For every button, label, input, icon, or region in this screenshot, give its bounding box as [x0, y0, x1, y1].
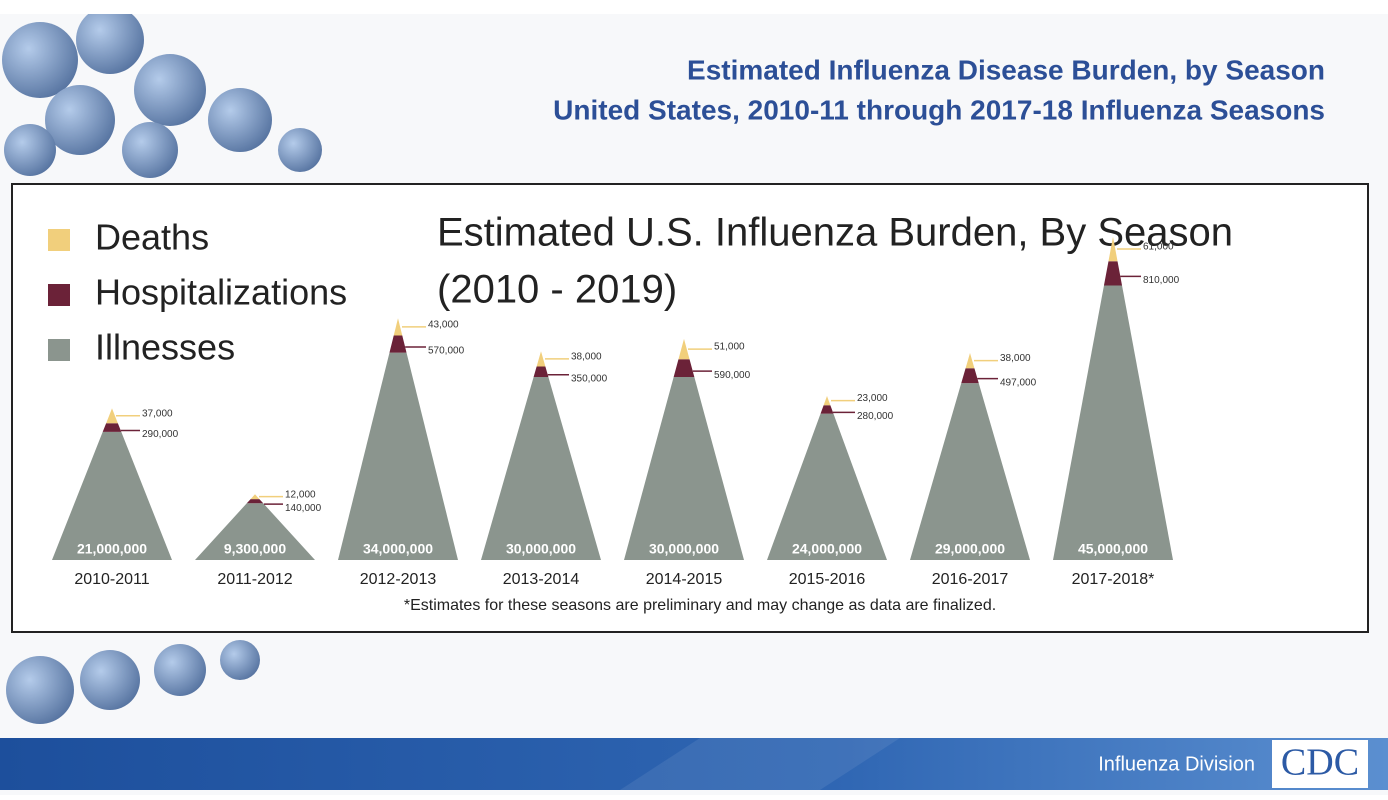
death-label: 61,000 [1143, 242, 1174, 253]
legend-swatch [48, 229, 70, 251]
illness-label: 30,000,000 [506, 541, 576, 557]
hospitalization-segment [673, 359, 695, 377]
chart-title: Estimated U.S. Influenza Burden, By Seas… [437, 211, 1233, 255]
illness-label: 9,300,000 [224, 541, 286, 557]
chart-title: (2010 - 2019) [437, 268, 677, 312]
illness-segment [1053, 285, 1173, 560]
slide-title: Estimated Influenza Disease Burden, by S… [687, 54, 1325, 85]
hospitalization-label: 497,000 [1000, 377, 1037, 388]
hospitalization-segment [533, 366, 549, 377]
death-label: 37,000 [142, 408, 173, 419]
death-segment [106, 408, 118, 424]
molecule-decoration [2, 6, 322, 724]
footnote: *Estimates for these seasons are prelimi… [404, 597, 996, 614]
death-segment [678, 338, 690, 360]
illness-label: 34,000,000 [363, 541, 433, 557]
hospitalization-label: 590,000 [714, 370, 751, 381]
hospitalization-segment [246, 499, 264, 504]
hospitalization-segment [102, 423, 122, 432]
division-name: Influenza Division [1098, 753, 1255, 775]
top-edge [0, 0, 1388, 14]
death-label: 51,000 [714, 342, 745, 353]
category-label: 2010-2011 [74, 571, 149, 588]
death-segment [536, 351, 546, 367]
death-segment [1108, 236, 1118, 262]
death-label: 43,000 [428, 320, 459, 331]
illness-segment [338, 352, 458, 560]
hospitalization-segment [961, 368, 979, 384]
footer-band [0, 738, 1388, 790]
legend-label: Deaths [95, 217, 209, 258]
hospitalization-label: 570,000 [428, 346, 465, 357]
legend-label: Illnesses [95, 327, 235, 368]
illness-segment [910, 383, 1030, 560]
illness-label: 24,000,000 [792, 541, 862, 557]
hospitalization-label: 810,000 [1143, 275, 1180, 286]
logo: CDC [1281, 742, 1359, 784]
category-label: 2013-2014 [503, 571, 580, 588]
hospitalization-label: 290,000 [142, 429, 179, 440]
footer-stripe [620, 738, 900, 790]
legend-swatch [48, 284, 70, 306]
category-label: 2012-2013 [360, 571, 437, 588]
death-label: 12,000 [285, 489, 316, 500]
footer: Influenza Division CDC [0, 738, 1388, 790]
legend-swatch [48, 339, 70, 361]
death-segment [823, 396, 831, 406]
illness-segment [195, 503, 315, 560]
legend-label: Hospitalizations [95, 272, 347, 313]
death-label: 38,000 [571, 352, 602, 363]
illness-segment [624, 377, 744, 560]
death-label: 23,000 [857, 393, 888, 404]
illness-label: 45,000,000 [1078, 541, 1148, 557]
category-label: 2016-2017 [932, 571, 1009, 588]
death-label: 38,000 [1000, 353, 1031, 364]
slide-subtitle: United States, 2010-11 through 2017-18 I… [553, 94, 1325, 125]
illness-segment [52, 431, 172, 560]
hospitalization-segment [389, 335, 407, 353]
hospitalization-label: 350,000 [571, 373, 608, 384]
category-label: 2011-2012 [217, 571, 292, 588]
death-segment [965, 352, 975, 369]
logo-box [1272, 740, 1368, 788]
hospitalization-label: 280,000 [857, 411, 894, 422]
death-segment [393, 318, 403, 336]
illness-segment [481, 377, 601, 560]
hospitalization-label: 140,000 [285, 503, 322, 514]
hospitalization-segment [820, 405, 834, 414]
illness-label: 30,000,000 [649, 541, 719, 557]
illness-label: 21,000,000 [77, 541, 147, 557]
category-label: 2015-2016 [789, 571, 866, 588]
illness-label: 29,000,000 [935, 541, 1005, 557]
death-segment [250, 494, 260, 500]
illness-segment [767, 413, 887, 560]
category-label: 2017-2018* [1072, 571, 1155, 588]
hospitalization-segment [1103, 261, 1123, 286]
category-label: 2014-2015 [646, 571, 723, 588]
